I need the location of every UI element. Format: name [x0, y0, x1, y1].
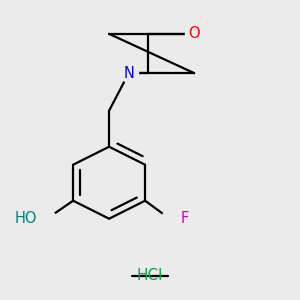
- Text: HCl: HCl: [137, 268, 163, 284]
- Text: F: F: [181, 211, 189, 226]
- Text: HO: HO: [15, 211, 37, 226]
- Text: O: O: [188, 26, 200, 41]
- Text: N: N: [123, 66, 134, 81]
